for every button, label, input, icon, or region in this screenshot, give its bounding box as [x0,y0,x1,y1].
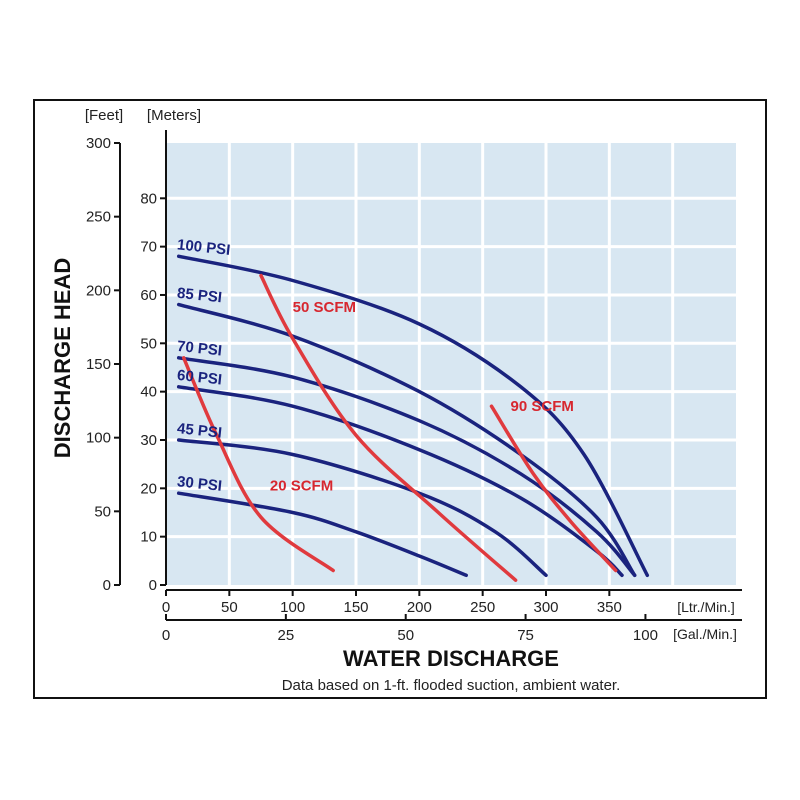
series-label-100-psi: 100 PSI [176,236,231,258]
meters-tick-label: 80 [140,190,157,207]
gal-tick-label: 50 [397,627,414,644]
meters-tick-label: 70 [140,239,157,256]
gal-tick-label: 25 [278,627,295,644]
series-label-70-psi: 70 PSI [176,338,223,360]
ltr-unit-label: [Ltr./Min.] [677,599,735,615]
ltr-tick-label: 300 [533,599,558,616]
series-label-30-psi: 30 PSI [176,473,223,495]
series-label-85-psi: 85 PSI [176,285,223,307]
meters-tick-label: 20 [140,480,157,497]
series-line-100-psi [176,254,650,578]
ltr-tick-label: 100 [280,599,305,616]
series-line-20-scfm [181,356,335,573]
series-line-90-scfm [489,404,618,573]
footnote: Data based on 1-ft. flooded suction, amb… [282,677,621,694]
meters-tick-label: 50 [140,335,157,352]
series-line-50-scfm [259,273,518,582]
series-label-45-psi: 45 PSI [176,420,223,442]
gal-tick-label: 100 [633,627,658,644]
series-layer [176,254,650,582]
ltr-tick-label: 200 [407,599,432,616]
labels-layer: 100 PSI 85 PSI 70 PSI 60 PSI 45 PSI 30 PSI 20 … [176,236,574,494]
feet-tick-label: 0 [103,577,111,594]
meters-tick-label: 10 [140,529,157,546]
meters-unit-label: [Meters] [147,107,201,124]
ltr-tick-label: 150 [343,599,368,616]
gal-tick-label: 0 [162,627,170,644]
meters-tick-label: 40 [140,384,157,401]
gal-unit-label: [Gal./Min.] [673,626,737,642]
ltr-tick-label: 0 [162,599,170,616]
gal-tick-label: 75 [517,627,534,644]
y-axis-title: DISCHARGE HEAD [50,258,75,458]
x-axis-title: WATER DISCHARGE [343,646,559,671]
feet-tick-label: 100 [86,430,111,447]
ltr-tick-label: 350 [597,599,622,616]
feet-tick-label: 200 [86,282,111,299]
feet-tick-label: 150 [86,356,111,373]
series-line-70-psi [176,356,637,578]
series-label-60-psi: 60 PSI [176,367,223,389]
ltr-tick-label: 250 [470,599,495,616]
ltr-tick-label: 50 [221,599,238,616]
series-line-85-psi [176,302,637,578]
feet-tick-label: 50 [94,503,111,520]
series-label-20-scfm: 20 SCFM [270,478,333,495]
plot-background [166,143,736,585]
meters-tick-label: 60 [140,287,157,304]
grid-lines [166,143,736,585]
series-label-50-scfm: 50 SCFM [293,299,356,316]
meters-tick-label: 0 [149,577,157,594]
meters-tick-label: 30 [140,432,157,449]
series-line-30-psi [176,491,468,578]
series-label-90-scfm: 90 SCFM [511,398,574,415]
feet-tick-label: 250 [86,209,111,226]
feet-tick-label: 300 [86,135,111,152]
feet-unit-label: [Feet] [85,107,123,124]
